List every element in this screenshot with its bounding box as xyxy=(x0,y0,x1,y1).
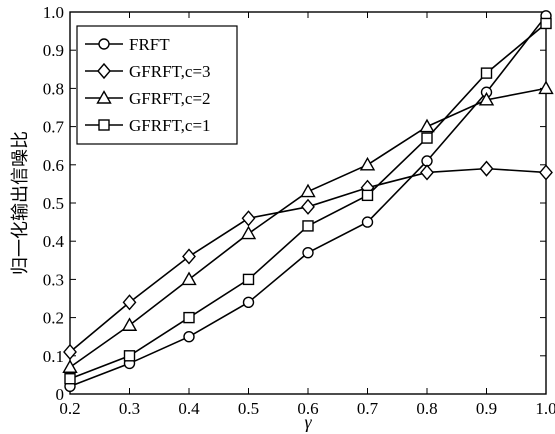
data-point xyxy=(539,164,553,181)
y-tick-label: 0.4 xyxy=(43,232,65,251)
data-point xyxy=(122,294,137,311)
y-tick-label: 0.9 xyxy=(43,41,64,60)
x-tick-label: 0.9 xyxy=(476,399,497,418)
data-point xyxy=(63,343,77,361)
legend-marker xyxy=(98,119,110,131)
series-3 xyxy=(62,80,554,373)
data-point xyxy=(479,160,494,177)
data-point xyxy=(181,271,197,286)
data-point xyxy=(480,67,493,79)
x-tick-label: 0.6 xyxy=(297,399,318,418)
x-tick-label: 0.5 xyxy=(238,399,259,418)
x-tick-label: 0.8 xyxy=(416,399,437,418)
series-2 xyxy=(63,160,553,361)
data-point xyxy=(361,189,374,202)
data-point xyxy=(241,210,256,227)
data-point xyxy=(302,246,314,259)
data-point xyxy=(420,164,434,181)
x-axis-label: γ xyxy=(304,412,312,432)
data-point xyxy=(302,220,314,232)
y-tick-label: 0.6 xyxy=(43,156,64,175)
x-tick-label: 0.7 xyxy=(357,399,379,418)
data-point xyxy=(183,331,195,343)
data-point xyxy=(300,183,316,198)
data-point xyxy=(421,132,433,144)
y-tick-label: 0.8 xyxy=(43,79,64,98)
legend: FRFT GFRFT,c=3 GFRFT,c=2 GFRFT,c=1 xyxy=(76,25,238,145)
data-point xyxy=(242,273,255,286)
series-4 xyxy=(64,17,552,385)
y-tick-label: 0.3 xyxy=(43,270,64,289)
data-point xyxy=(182,248,196,265)
data-point xyxy=(540,17,552,30)
x-tick-label: 0.3 xyxy=(119,399,140,418)
data-point xyxy=(123,350,136,362)
data-point xyxy=(361,216,374,228)
data-point xyxy=(242,296,255,309)
data-point xyxy=(359,156,376,171)
data-point xyxy=(538,80,554,95)
legend-marker xyxy=(96,90,112,104)
data-point xyxy=(240,225,257,240)
series-layer xyxy=(62,10,554,393)
x-tick-label: 0.4 xyxy=(178,399,200,418)
data-point xyxy=(121,317,138,331)
y-tick-label: 0.1 xyxy=(43,347,64,366)
x-tick-label: 1.0 xyxy=(535,399,555,418)
legend-label: FRFT xyxy=(129,35,170,54)
series-1 xyxy=(64,10,552,393)
legend-label: GFRFT,c=2 xyxy=(129,89,211,108)
y-tick-label: 0.5 xyxy=(43,194,64,213)
legend-label: GFRFT,c=1 xyxy=(129,116,211,135)
legend-marker xyxy=(97,62,111,80)
axes: 0.2 0.3 0.4 0.5 0.6 0.7 0.8 0.9 1.0 0 0.1 0.2 0.3 0.4… xyxy=(43,3,555,418)
data-point xyxy=(301,198,315,215)
y-tick-label: 0.2 xyxy=(43,309,64,328)
y-tick-label: 1.0 xyxy=(43,3,64,22)
y-axis-label: 归一化输出信噪比 xyxy=(10,131,30,275)
data-point xyxy=(419,118,435,133)
y-tick-label: 0.7 xyxy=(43,118,65,137)
data-point xyxy=(183,311,195,324)
data-point xyxy=(478,91,495,106)
data-point xyxy=(62,359,78,373)
y-tick-label: 0 xyxy=(56,385,65,404)
legend-label: GFRFT,c=3 xyxy=(129,62,211,81)
x-tick-label: 0.2 xyxy=(59,399,80,418)
legend-marker xyxy=(98,38,110,50)
data-point xyxy=(64,373,76,385)
